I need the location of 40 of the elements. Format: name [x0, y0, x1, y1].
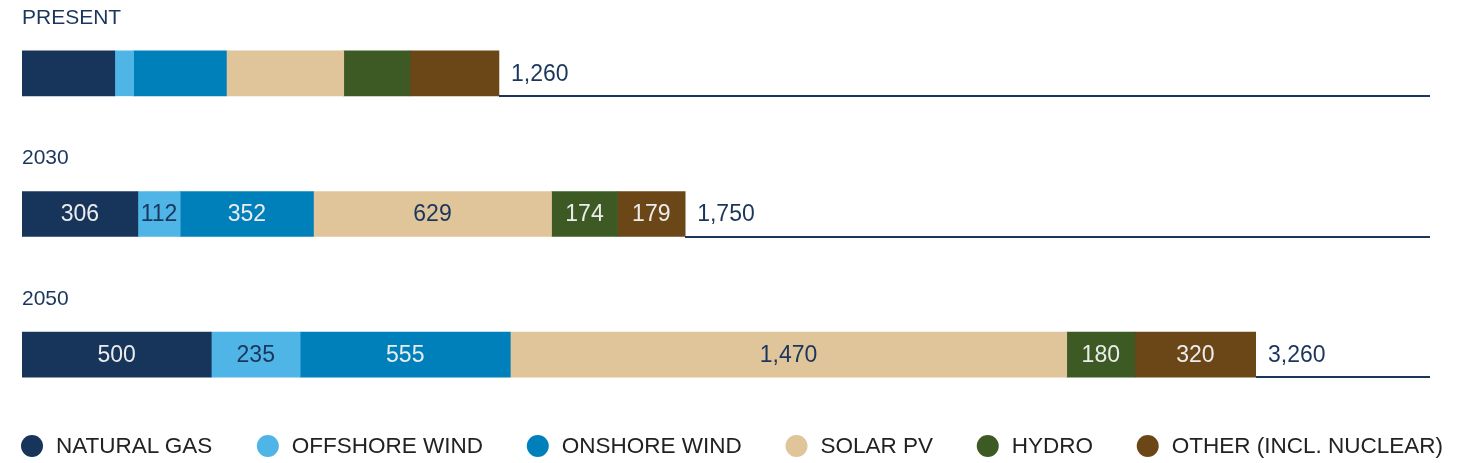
legend-label: SOLAR PV — [820, 433, 934, 459]
data-label: 500 — [97, 341, 136, 368]
total-label: 1,260 — [510, 59, 569, 86]
data-label: 629 — [413, 200, 452, 227]
bar — [114, 50, 134, 97]
y-tick-label: 2050 — [22, 285, 69, 309]
bar — [133, 50, 227, 97]
data-label: 174 — [565, 200, 604, 227]
bar — [22, 191, 139, 237]
bar — [509, 331, 1068, 378]
data-label: 306 — [60, 200, 100, 227]
y-tick-label: 2030 — [22, 145, 69, 169]
data-label: 180 — [1081, 341, 1120, 368]
bar — [226, 50, 345, 97]
bar — [551, 191, 618, 237]
bar — [210, 331, 301, 378]
bar — [299, 331, 511, 378]
data-label: 179 — [632, 200, 671, 227]
legend-label: HYDRO — [1011, 433, 1094, 459]
legend-label: OFFSHORE WIND — [291, 433, 484, 459]
bar — [343, 50, 411, 97]
bar — [409, 50, 500, 97]
data-label: 352 — [227, 200, 267, 227]
bar — [179, 191, 314, 237]
legend-label: OTHER (INCL. NUCLEAR) — [1171, 433, 1444, 459]
legend-label: NATURAL GAS — [56, 433, 213, 459]
y-tick-label: PRESENT — [22, 4, 122, 28]
data-label: 555 — [386, 341, 425, 368]
legend-label: ONSHORE WIND — [561, 433, 742, 459]
data-label: 320 — [1176, 341, 1215, 368]
total-label: 3,260 — [1268, 341, 1326, 368]
total-label: 1,750 — [697, 200, 755, 227]
bar — [22, 331, 212, 378]
bar — [22, 50, 116, 97]
bar — [617, 191, 686, 237]
bar — [313, 191, 552, 237]
data-label: 112 — [140, 200, 178, 227]
data-label: 1,470 — [759, 341, 818, 368]
data-label: 235 — [236, 341, 275, 368]
bar — [1134, 331, 1256, 378]
